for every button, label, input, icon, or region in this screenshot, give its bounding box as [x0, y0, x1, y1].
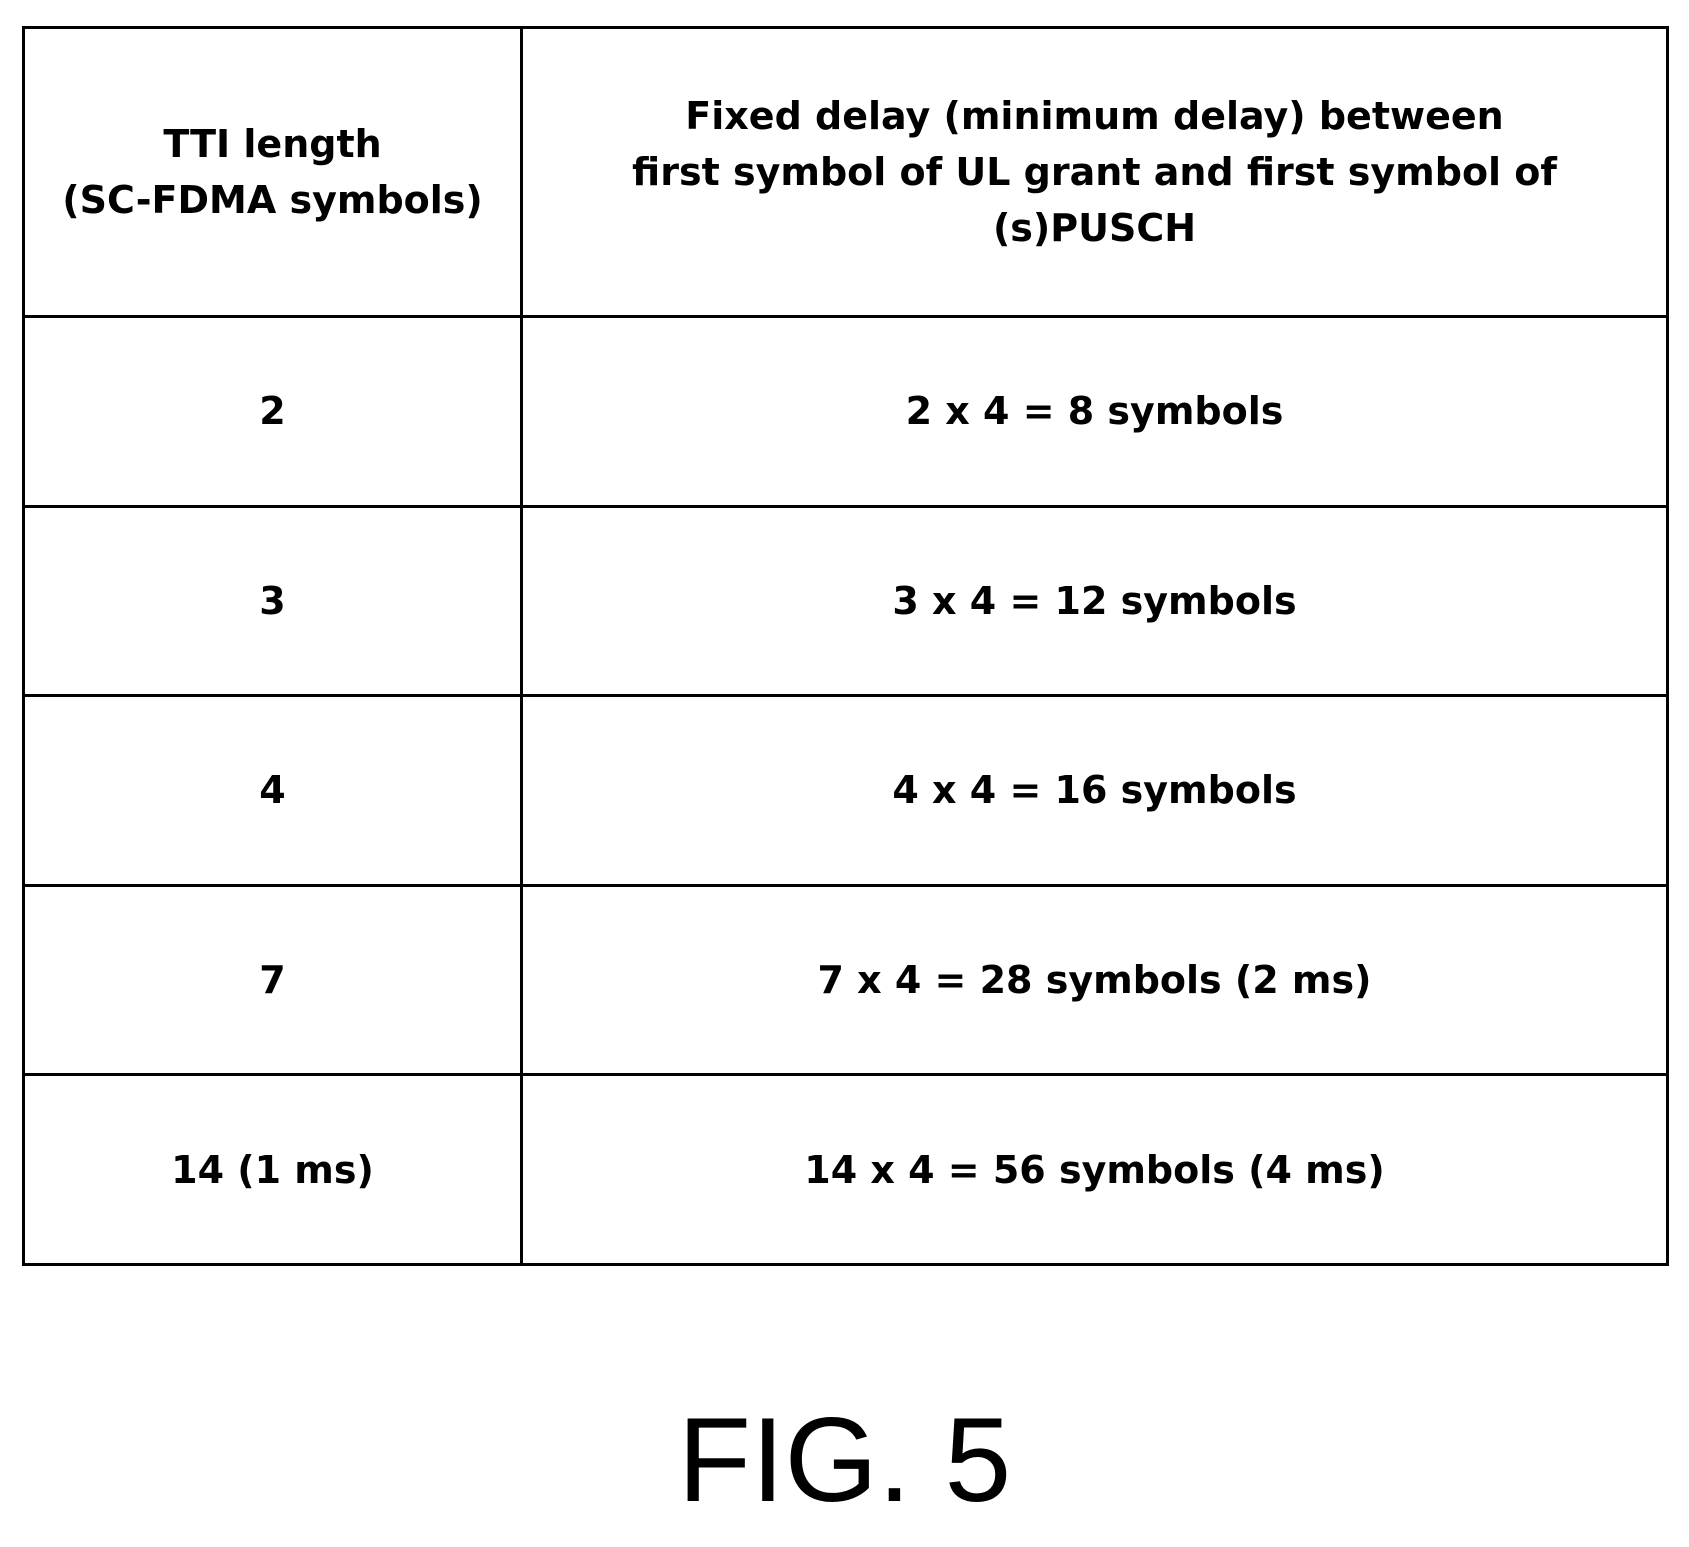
table-row: 14 (1 ms) 14 x 4 = 56 symbols (4 ms) [24, 1075, 1668, 1265]
tti-cell: 7 [24, 885, 522, 1075]
header-fixed-delay: Fixed delay (minimum delay) between firs… [522, 28, 1668, 317]
table-row: 2 2 x 4 = 8 symbols [24, 317, 1668, 507]
tti-cell: 2 [24, 317, 522, 507]
header-delay-line-1: Fixed delay (minimum delay) between [533, 88, 1656, 144]
delay-cell: 4 x 4 = 16 symbols [522, 696, 1668, 886]
header-tti-length: TTI length (SC-FDMA symbols) [24, 28, 522, 317]
tti-cell: 3 [24, 506, 522, 696]
delay-cell: 2 x 4 = 8 symbols [522, 317, 1668, 507]
header-row: TTI length (SC-FDMA symbols) Fixed delay… [24, 28, 1668, 317]
header-delay-line-2: first symbol of UL grant and first symbo… [533, 144, 1656, 256]
tti-cell: 4 [24, 696, 522, 886]
table-row: 4 4 x 4 = 16 symbols [24, 696, 1668, 886]
header-tti-line-2: (SC-FDMA symbols) [35, 172, 510, 228]
table-row: 7 7 x 4 = 28 symbols (2 ms) [24, 885, 1668, 1075]
delay-cell: 14 x 4 = 56 symbols (4 ms) [522, 1075, 1668, 1265]
delay-table: TTI length (SC-FDMA symbols) Fixed delay… [22, 26, 1669, 1266]
delay-cell: 7 x 4 = 28 symbols (2 ms) [522, 885, 1668, 1075]
header-tti-line-1: TTI length [35, 116, 510, 172]
table-row: 3 3 x 4 = 12 symbols [24, 506, 1668, 696]
figure-label: FIG. 5 [0, 1390, 1689, 1530]
delay-cell: 3 x 4 = 12 symbols [522, 506, 1668, 696]
tti-cell: 14 (1 ms) [24, 1075, 522, 1265]
